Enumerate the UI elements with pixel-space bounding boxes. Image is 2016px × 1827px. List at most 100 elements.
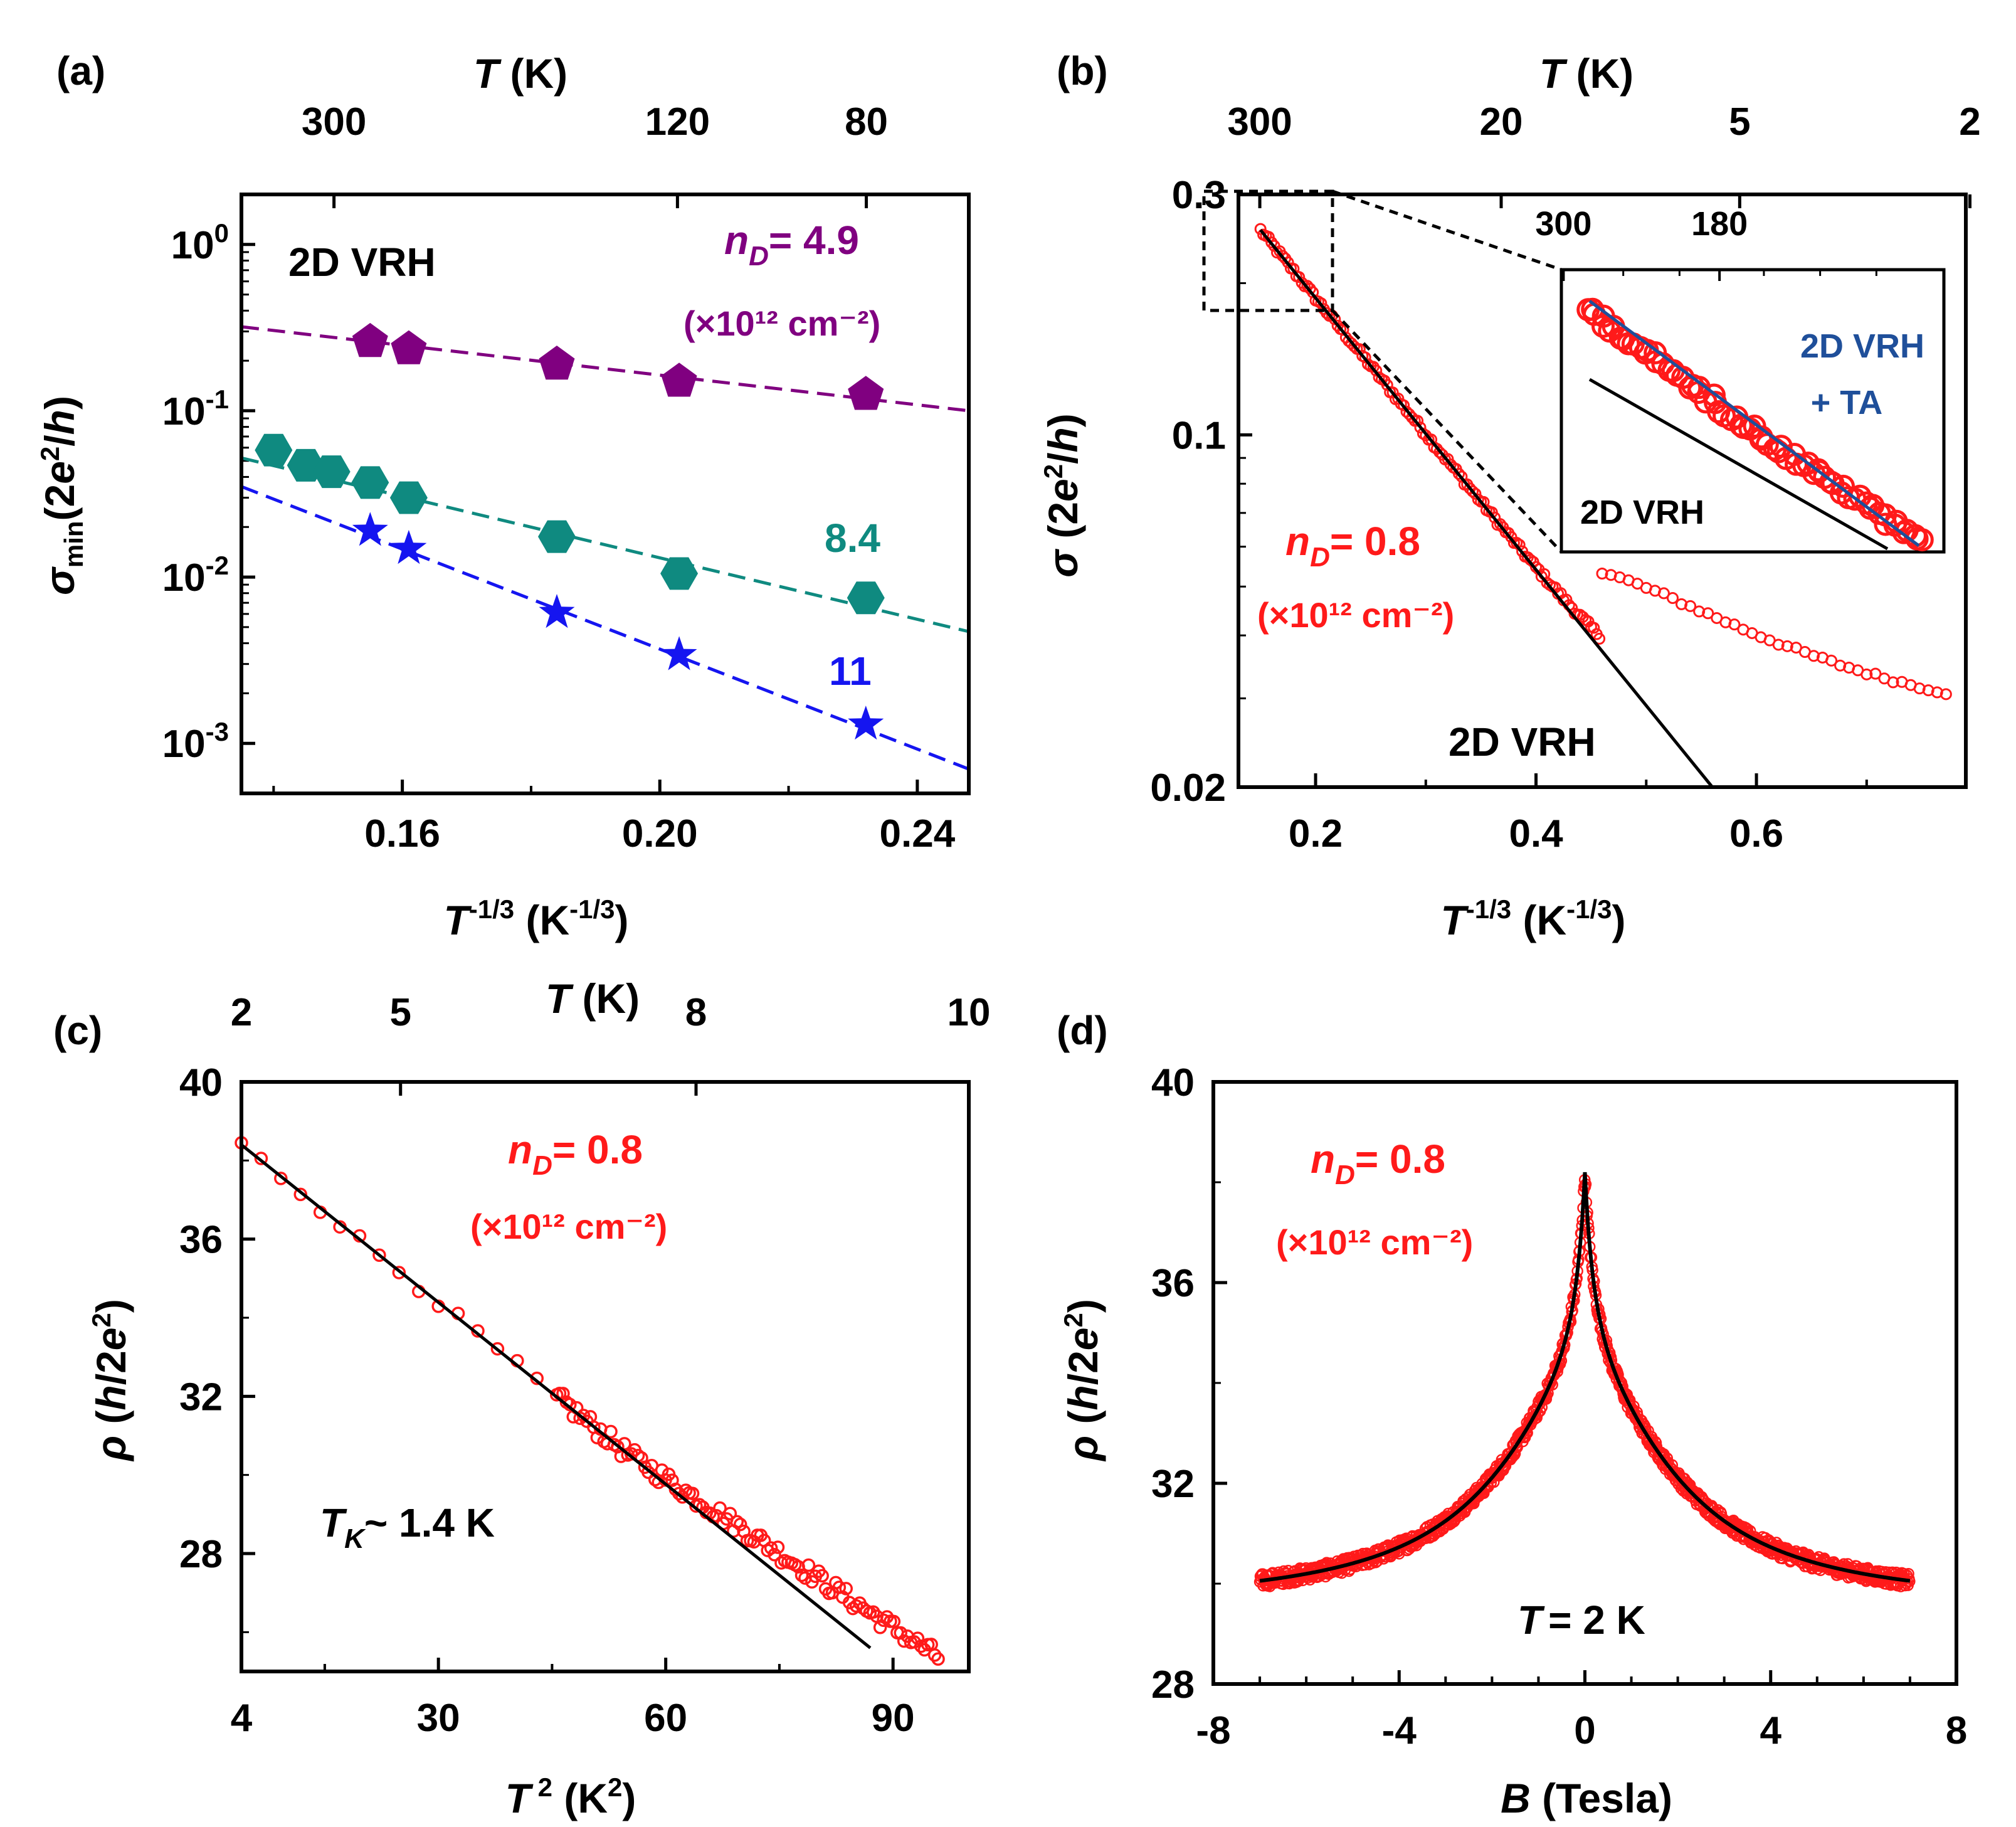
panel-b-inset-combined-label-2: + TA (1811, 384, 1883, 421)
data-point (392, 1266, 406, 1279)
data-point (685, 1486, 700, 1500)
y-tick-exp: 0 (214, 218, 229, 248)
data-point (771, 1540, 785, 1554)
x-tick-label: 8 (1946, 1709, 1967, 1752)
y-tick-label: 36 (1151, 1262, 1195, 1305)
data-point-4.9 (848, 376, 884, 410)
panel-d-ylabel: ρ (h/2e2) (1058, 1299, 1106, 1462)
panel-b-zoom-connector-bottom (1331, 309, 1563, 553)
x-tick-label: -8 (1196, 1709, 1230, 1752)
top-tick-label: 5 (390, 991, 411, 1034)
data-point (1887, 676, 1899, 689)
data-point (1315, 297, 1327, 309)
x-tick-label: 0.20 (622, 812, 698, 855)
data-point (733, 1517, 747, 1532)
top-tick-label: 10 (947, 991, 991, 1034)
data-point (768, 1548, 781, 1562)
data-point (293, 1187, 307, 1202)
data-point (713, 1501, 727, 1515)
panel-b-nd-label: nD= 0.8 (1285, 519, 1420, 573)
data-point (730, 1515, 744, 1529)
data-point (815, 1569, 829, 1583)
panel-c-ylabel: ρ (h/2e2) (87, 1299, 134, 1462)
x-tick-label: 0 (1574, 1709, 1595, 1752)
data-point (372, 1248, 386, 1262)
top-tick-label: 5 (1729, 100, 1750, 144)
inset-data-point (1591, 314, 1615, 338)
data-point (1469, 487, 1482, 500)
panel-c-label: (c) (53, 1008, 102, 1053)
panel-b-frame (1237, 193, 1968, 789)
x-tick-label: 0.2 (1289, 812, 1343, 855)
data-point (849, 1599, 863, 1613)
data-point-11 (539, 594, 575, 628)
data-point (1455, 470, 1468, 483)
data-point (1398, 399, 1410, 411)
panel-a-label: (a) (56, 48, 105, 93)
panel-a-model-label: 2D VRH (288, 240, 436, 285)
panel-a-series-84-label: 8.4 (825, 516, 880, 561)
data-point-4.9 (391, 330, 427, 364)
panel-d-unit-label: (×10¹² cm⁻²) (1276, 1222, 1473, 1262)
x-tick-label: 30 (417, 1697, 460, 1740)
y-tick-label: 32 (1151, 1463, 1195, 1506)
panel-a-nd-label: nD= 4.9 (724, 218, 859, 272)
data-point (1781, 640, 1793, 652)
data-point (910, 1631, 925, 1645)
data-point (274, 1172, 288, 1185)
panel-b-ylabel: σ (2e2/h) (1038, 413, 1086, 578)
data-point (1728, 618, 1741, 631)
y-tick-base: 10 (171, 224, 214, 267)
x-tick-label: 4 (231, 1697, 253, 1740)
data-point (1287, 263, 1300, 275)
y-tick-label: 10-3 (162, 717, 229, 766)
data-point-4.9 (661, 363, 697, 397)
top-tick-label: 20 (1480, 100, 1523, 144)
data-point (1414, 421, 1427, 434)
data-point (1869, 667, 1882, 680)
data-point (1666, 591, 1679, 604)
y-tick-label: 36 (179, 1219, 223, 1262)
data-point-8.4 (538, 520, 576, 553)
x-tick-label: 0.6 (1729, 812, 1783, 855)
panel-b-fit-label: 2D VRH (1449, 719, 1596, 765)
panel-b-xlabel: T-1/3 (K-1/3) (1440, 894, 1625, 943)
data-point (1860, 668, 1873, 680)
panel-d-label: (d) (1057, 1008, 1108, 1053)
panel-b-label: (b) (1057, 48, 1108, 93)
data-point (1466, 485, 1479, 497)
panel-d-temp-label: T = 2 K (1517, 1597, 1645, 1643)
data-point (641, 1465, 655, 1480)
data-point (1596, 567, 1608, 580)
x-tick-label: 0.16 (364, 812, 440, 855)
fit-line-2d-vrh (1259, 229, 1714, 788)
fit-line (240, 1143, 872, 1650)
panel-c-top-axis-label: T (K) (546, 975, 640, 1022)
panel-b-inset-fit-label: 2D VRH (1580, 494, 1704, 531)
data-point (931, 1652, 945, 1666)
y-tick-label: 10-1 (162, 384, 229, 433)
top-tick-label: 2 (1959, 100, 1980, 144)
y-tick-label: 0.02 (1150, 766, 1226, 810)
panel-c-tk-label: TK~ 1.4 K (320, 1500, 495, 1554)
data-point (1903, 1567, 1914, 1580)
panel-b-top-axis-label: T (K) (1539, 50, 1633, 97)
data-point-11 (391, 529, 427, 564)
panel-a: (a) T (K) 0.16 0.20 0.2410-310-210-1100300… (35, 48, 971, 943)
data-point-8.4 (312, 455, 351, 489)
y-tick-exp: -1 (206, 384, 229, 414)
x-tick-label: 0.4 (1509, 812, 1563, 855)
panel-a-series-11-label: 11 (829, 649, 872, 694)
inset-data-point (1874, 512, 1897, 536)
top-tick-label: 8 (685, 991, 707, 1034)
panel-c-xlabel: T 2 (K2) (505, 1772, 636, 1821)
y-tick-label: 40 (1151, 1061, 1195, 1104)
panel-d-xlabel: B (Tesla) (1501, 1775, 1672, 1821)
data-point (873, 1620, 887, 1634)
inset-fit-vrh (1588, 378, 1889, 551)
